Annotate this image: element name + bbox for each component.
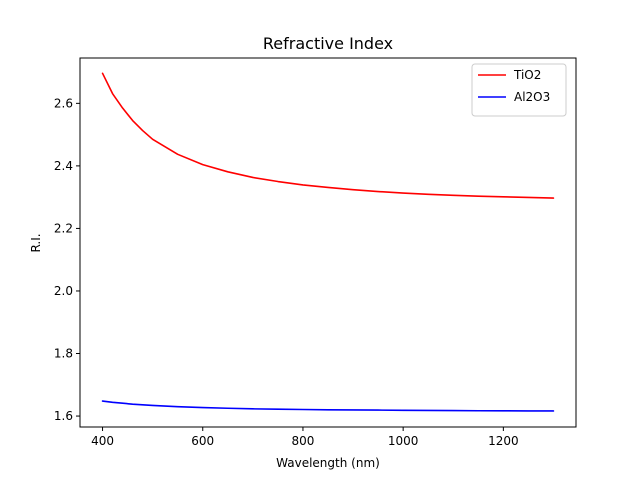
y-tick-label: 2.2 [54,221,73,235]
series-line-al2o3 [101,400,555,412]
x-tick-label: 1000 [388,434,419,448]
x-tick-label: 1200 [488,434,519,448]
y-tick-label: 2.6 [54,96,73,110]
y-tick-label: 1.6 [54,409,73,423]
legend-box [471,63,567,117]
y-tick-label: 2.4 [54,159,73,173]
x-axis-label: Wavelength (nm) [276,456,380,470]
legend-label: TiO2 [513,68,541,82]
series-line-tio2 [101,72,555,199]
chart-title: Refractive Index [263,34,393,53]
legend-label: Al2O3 [514,90,550,104]
plot-frame [79,57,577,428]
y-axis-label: R.I. [29,233,43,252]
y-tick-label: 1.8 [54,347,73,361]
legend: TiO2 Al2O3 [471,63,567,117]
series-layer [101,72,555,412]
axes-layer: 400 600 800 1000 1200 1.6 1.8 2.0 2.2 2.4 2.6 [54,96,519,448]
x-tick-label: 800 [291,434,314,448]
x-tick-label: 600 [191,434,214,448]
x-tick-label: 400 [91,434,114,448]
y-tick-label: 2.0 [54,284,73,298]
